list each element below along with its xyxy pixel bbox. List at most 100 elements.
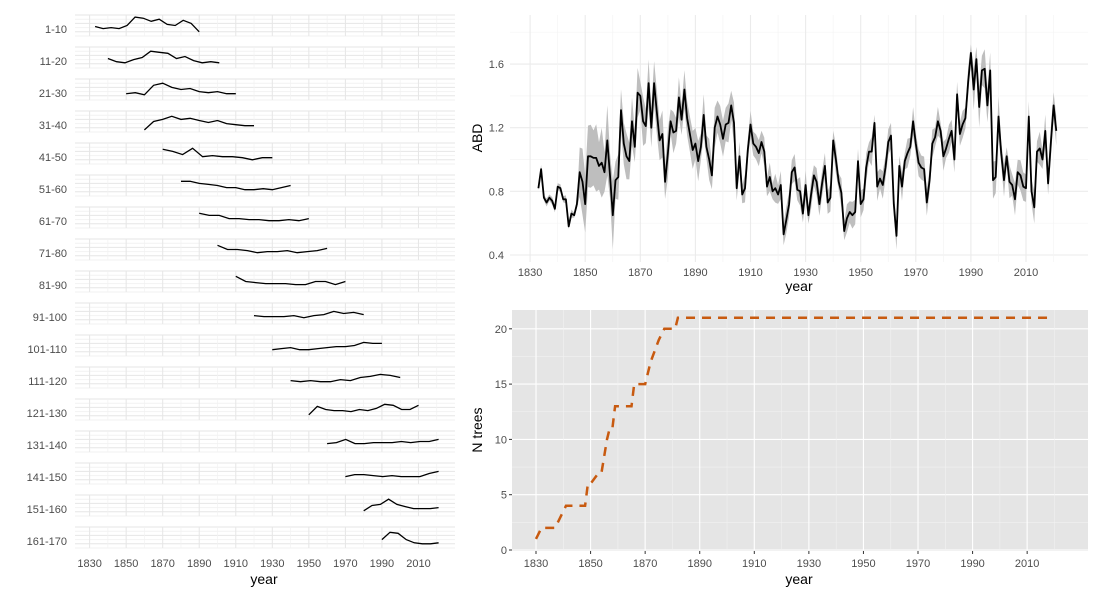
x-tick-label: 1890 xyxy=(687,558,711,570)
x-tick-label: 1990 xyxy=(959,267,983,279)
x-tick-label: 1950 xyxy=(851,558,875,570)
x-tick-label: 1910 xyxy=(742,558,766,570)
series-line xyxy=(143,115,254,131)
facet-panel: 141-150 xyxy=(27,462,455,485)
facet-label: 81-90 xyxy=(39,280,67,292)
y-tick-label: 0.8 xyxy=(489,186,504,198)
x-tick-label: 2010 xyxy=(406,558,430,570)
x-tick-label: 1970 xyxy=(906,558,930,570)
x-tick-label: 1990 xyxy=(960,558,984,570)
series-line xyxy=(253,310,364,319)
facet-label: 131-140 xyxy=(27,440,67,452)
x-tick-label: 2010 xyxy=(1014,267,1038,279)
facet-label: 161-170 xyxy=(27,536,67,548)
ntrees-x-axis-title: year xyxy=(785,571,813,587)
facet-panel: 81-90 xyxy=(39,270,455,293)
facet-panel: 11-20 xyxy=(40,46,455,69)
y-tick-label: 0 xyxy=(501,545,507,557)
left-x-axis-title: year xyxy=(250,571,278,587)
facet-label: 101-110 xyxy=(27,344,67,356)
facet-panel: 51-60 xyxy=(39,174,455,197)
facet-panel: 41-50 xyxy=(39,142,455,165)
facet-label: 61-70 xyxy=(39,216,67,228)
x-tick-label: 1830 xyxy=(524,558,548,570)
facet-label: 121-130 xyxy=(27,408,67,420)
facet-panel: 61-70 xyxy=(39,206,455,229)
abd-line xyxy=(537,52,1058,237)
series-line xyxy=(181,180,291,191)
x-tick-label: 1870 xyxy=(633,558,657,570)
facet-label: 91-100 xyxy=(33,312,67,324)
series-line xyxy=(199,212,309,222)
x-tick-label: 1930 xyxy=(797,558,821,570)
series-line xyxy=(94,16,200,33)
x-tick-label: 1870 xyxy=(150,558,174,570)
facet-panel: 151-160 xyxy=(27,494,455,517)
facet-label: 151-160 xyxy=(27,504,67,516)
y-tick-label: 15 xyxy=(495,379,507,391)
n-trees-line xyxy=(534,316,1049,540)
x-tick-label: 1850 xyxy=(573,267,597,279)
x-tick-label: 2010 xyxy=(1015,558,1039,570)
facet-label: 71-80 xyxy=(39,248,67,260)
y-tick-label: 20 xyxy=(495,324,507,336)
facet-panel: 31-40 xyxy=(39,110,455,133)
facet-panel: 101-110 xyxy=(27,334,455,357)
facet-panel: 111-120 xyxy=(28,366,455,389)
x-tick-label: 1850 xyxy=(114,558,138,570)
facet-label: 1-10 xyxy=(45,24,67,36)
x-tick-label: 1890 xyxy=(683,267,707,279)
facet-label: 51-60 xyxy=(39,184,67,196)
x-tick-label: 1830 xyxy=(518,267,542,279)
panel-background xyxy=(512,310,1088,551)
n-trees-chart: 1830 1850 1870 1890 1910 1930 1950 1970 1990 2010… xyxy=(495,310,1088,570)
series-line xyxy=(217,244,328,254)
abd-y-axis-title: ABD xyxy=(469,124,485,153)
x-tick-label: 1870 xyxy=(628,267,652,279)
series-line xyxy=(235,275,346,286)
x-tick-label: 1970 xyxy=(333,558,357,570)
x-tick-label: 1930 xyxy=(793,267,817,279)
confidence-ribbon xyxy=(538,44,1057,250)
series-line xyxy=(327,438,439,445)
series-line xyxy=(308,403,419,416)
facet-label: 41-50 xyxy=(39,152,67,164)
x-tick-label: 1950 xyxy=(297,558,321,570)
y-tick-label: 1.2 xyxy=(489,123,504,135)
facet-panel: 121-130 xyxy=(27,398,455,421)
series-line xyxy=(126,82,236,96)
y-tick-label: 10 xyxy=(495,434,507,446)
x-tick-label: 1910 xyxy=(224,558,248,570)
ntrees-y-axis-title: N trees xyxy=(469,407,485,452)
facet-panel: 161-170 xyxy=(27,526,455,549)
facet-label: 21-30 xyxy=(39,88,67,100)
series-line xyxy=(363,498,439,512)
series-line xyxy=(162,147,273,161)
facet-label: 31-40 xyxy=(39,120,67,132)
series-line xyxy=(381,531,439,545)
facet-label: 141-150 xyxy=(27,472,67,484)
facet-panel: 131-140 xyxy=(27,430,455,453)
x-tick-label: 1890 xyxy=(187,558,211,570)
abd-chart: 1830 1850 1870 1890 1910 1930 1950 1970 1990 2010… xyxy=(489,15,1088,279)
facet-panel: 71-80 xyxy=(39,238,455,261)
facet-chart: 1-10 11-20 21-30 31-40 41-50 51-60 61-70 71-80 8… xyxy=(27,14,455,570)
facet-panel: 1-10 xyxy=(45,14,455,37)
facet-panel: 91-100 xyxy=(33,302,455,325)
facet-label: 11-20 xyxy=(40,56,67,68)
x-tick-label: 1990 xyxy=(370,558,394,570)
series-line xyxy=(272,341,382,351)
facet-label: 111-120 xyxy=(28,376,67,388)
x-tick-label: 1970 xyxy=(904,267,928,279)
x-tick-label: 1830 xyxy=(77,558,101,570)
series-line xyxy=(290,373,401,383)
x-tick-label: 1850 xyxy=(578,558,602,570)
y-tick-label: 0.4 xyxy=(489,250,504,262)
series-line xyxy=(107,50,220,64)
series-line xyxy=(345,470,439,478)
y-tick-label: 5 xyxy=(501,490,507,502)
y-tick-label: 1.6 xyxy=(489,59,504,71)
x-tick-label: 1910 xyxy=(738,267,762,279)
x-tick-label: 1930 xyxy=(260,558,284,570)
